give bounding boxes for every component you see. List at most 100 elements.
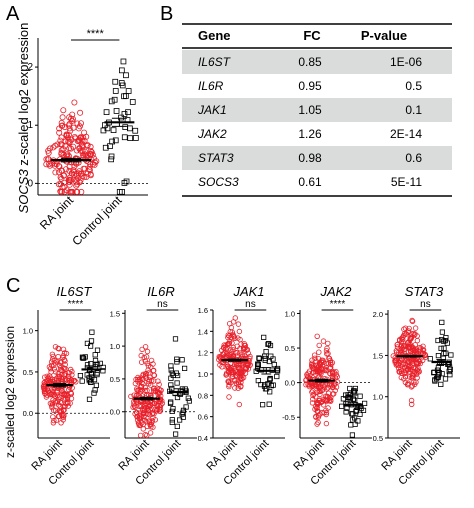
ra-point <box>413 347 419 353</box>
ra-point <box>402 325 409 331</box>
ra-point <box>79 147 86 154</box>
ra-point <box>406 325 412 332</box>
control-point <box>431 370 437 376</box>
control-point <box>255 362 262 368</box>
ra-point <box>57 188 64 195</box>
ra-point <box>237 384 244 390</box>
ra-point <box>413 371 420 377</box>
ra-point <box>78 120 85 127</box>
ra-point <box>236 401 242 408</box>
ra-point <box>235 321 242 327</box>
control-point <box>100 368 106 374</box>
ra-point <box>226 340 232 346</box>
y-tick-label: 0.4 <box>198 434 208 443</box>
ra-point <box>58 420 64 426</box>
control-point <box>112 78 119 85</box>
control-point <box>261 334 267 341</box>
ra-point <box>223 370 230 376</box>
ra-point <box>145 370 152 376</box>
control-point <box>348 422 354 428</box>
table-cell-fc: 0.85 <box>298 55 322 69</box>
control-point <box>94 370 100 376</box>
ra-point <box>68 391 74 397</box>
table-cell-pvalue: 5E-11 <box>391 175 422 189</box>
control-point <box>121 134 128 141</box>
ra-point <box>73 179 80 186</box>
ra-point <box>408 375 415 381</box>
ra-point <box>59 122 66 129</box>
control-point <box>167 400 174 406</box>
control-point <box>92 387 98 393</box>
control-point <box>267 389 273 395</box>
ra-point <box>323 348 330 354</box>
control-point <box>127 125 133 132</box>
control-point <box>91 376 98 383</box>
ra-point <box>150 414 156 421</box>
control-point <box>123 72 129 79</box>
control-point <box>258 381 264 388</box>
control-point <box>179 357 185 363</box>
ra-point <box>325 390 332 396</box>
ra-point <box>400 334 406 340</box>
ra-point <box>405 366 411 372</box>
control-point <box>110 127 117 133</box>
ra-point <box>323 407 329 413</box>
ra-point <box>69 368 75 375</box>
table-header: P-value <box>361 28 407 43</box>
panel-a-ylabel: SOCS3 z-scaled log2 expression <box>16 23 31 214</box>
control-joint-points <box>427 319 454 388</box>
ra-point <box>398 350 404 356</box>
ra-point <box>57 174 64 181</box>
ra-point <box>236 328 243 335</box>
ra-point <box>65 122 72 129</box>
x-category-label: RA joint <box>37 193 77 233</box>
ra-point <box>76 136 83 143</box>
ra-point <box>409 401 415 407</box>
table-cell-pvalue: 0.6 <box>405 151 422 165</box>
significance-label: **** <box>330 299 346 310</box>
control-point <box>174 359 180 365</box>
y-tick-label: 1.5 <box>373 351 383 360</box>
ra-joint-points <box>216 315 253 408</box>
table-row: IL6R 0.95 0.5 <box>198 79 422 93</box>
ra-point <box>411 371 417 377</box>
ra-point <box>60 403 67 410</box>
y-tick-label: 1.4 <box>198 327 208 336</box>
table-cell-fc: 0.95 <box>298 79 322 93</box>
ra-point <box>226 382 232 388</box>
ra-point <box>45 156 52 163</box>
ra-point <box>49 404 55 411</box>
ra-point <box>408 397 415 404</box>
ra-point <box>323 420 330 427</box>
y-tick-label: 0.5 <box>285 344 295 353</box>
ra-point <box>415 368 421 374</box>
ra-point <box>309 363 316 369</box>
ra-point <box>143 370 149 377</box>
control-point <box>263 348 269 355</box>
ra-point <box>72 135 79 142</box>
ra-point <box>320 338 327 344</box>
ra-point <box>244 362 250 368</box>
panel-label-c: C <box>6 275 20 297</box>
control-point <box>77 372 83 379</box>
ra-point <box>78 188 85 195</box>
panel-label-b: B <box>160 3 173 25</box>
ra-point <box>324 345 330 352</box>
ra-point <box>406 328 412 334</box>
control-point <box>94 371 100 378</box>
ra-point <box>62 138 69 145</box>
control-point <box>274 365 281 372</box>
control-point <box>270 382 276 388</box>
control-point <box>436 369 442 376</box>
ra-point <box>314 333 320 339</box>
table-header: FC <box>303 28 321 43</box>
ra-point <box>41 386 48 392</box>
ra-point <box>317 388 323 395</box>
ra-point <box>54 359 60 365</box>
ra-point <box>398 374 404 381</box>
ra-point <box>137 387 143 393</box>
ra-point <box>225 365 232 371</box>
y-tick-label: 1 <box>27 120 33 131</box>
ra-point <box>412 325 419 331</box>
